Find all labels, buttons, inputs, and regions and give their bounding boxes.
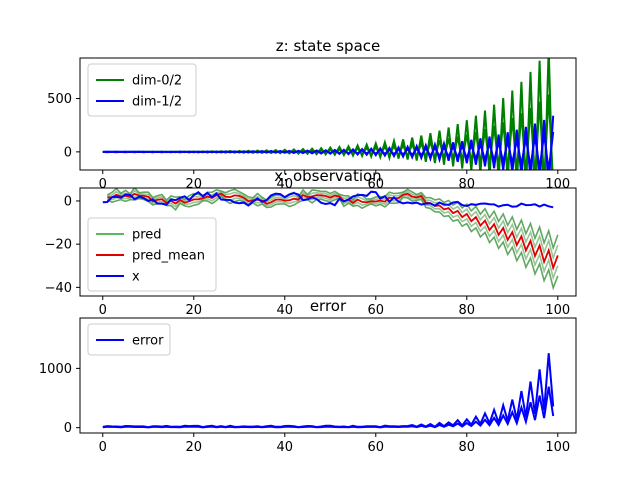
legend-label-error: error: [132, 334, 164, 349]
legend: dim-0/2 dim-1/2: [87, 63, 197, 117]
x-tick-label: 20: [185, 177, 202, 192]
x-tick-label: 0: [99, 303, 107, 318]
legend-box: [87, 323, 171, 356]
series-line-pred-0: [106, 194, 559, 291]
legend-label-pred: pred: [132, 228, 162, 243]
x-tick-label: 80: [459, 440, 476, 455]
x-tick-label: 20: [185, 440, 202, 455]
x-tick-label: 40: [276, 303, 293, 318]
chart-title: x: observation: [274, 167, 381, 185]
axes-frame: [79, 187, 577, 297]
series-line-error-b: [102, 386, 555, 429]
legend-label-dim-0/2: dim-0/2: [132, 74, 182, 89]
y-tick-label: −20: [45, 238, 72, 253]
y-tick-label: −40: [45, 281, 72, 296]
x-tick-label: 100: [545, 440, 570, 455]
series-line-dim-1/2-b: [102, 131, 555, 170]
y-tick-label: 500: [47, 92, 72, 107]
series-line-x: [102, 190, 554, 209]
legend-box: [87, 217, 217, 292]
x-tick-label: 20: [185, 303, 202, 318]
chart-title: error: [310, 297, 347, 315]
series-line-pred-2: [107, 193, 559, 281]
x-tick-label: 0: [99, 440, 107, 455]
x-tick-label: 80: [459, 177, 476, 192]
x-tick-label: 100: [545, 177, 570, 192]
x-tick-label: 100: [545, 303, 570, 318]
x-tick-label: 0: [99, 177, 107, 192]
legend-box: [87, 63, 197, 117]
series-line-pred_mean: [107, 192, 559, 271]
x-tick-label: 80: [459, 303, 476, 318]
legend: error: [87, 323, 171, 356]
axes-frame: [79, 317, 577, 434]
chart-panel-1: 0 20 40 60 80 1000−20−40x: observationpredpre…: [45, 167, 577, 318]
legend-label-dim-1/2: dim-1/2: [132, 95, 182, 110]
x-tick-label: 40: [276, 440, 293, 455]
legend-label-x: x: [132, 270, 140, 285]
series-line-error: [102, 353, 555, 429]
chart-title: z: state space: [276, 37, 380, 55]
x-tick-label: 60: [368, 440, 385, 455]
x-tick-label: 60: [368, 303, 385, 318]
y-tick-label: 1000: [39, 362, 72, 377]
y-tick-label: 0: [64, 194, 72, 209]
axes-frame: [79, 57, 577, 171]
legend-label-pred_mean: pred_mean: [132, 249, 205, 264]
y-tick-label: 0: [64, 145, 72, 160]
y-tick-label: 0: [64, 421, 72, 436]
series-line-pred-3: [107, 189, 559, 261]
